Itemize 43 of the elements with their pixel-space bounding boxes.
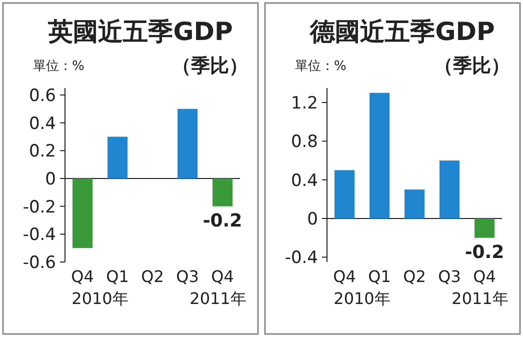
text: 2011年 (190, 289, 246, 308)
y-tick-label: -0.4 (22, 225, 56, 246)
y-tick-label: -0.4 (284, 248, 318, 268)
chart-title: 德國近五季GDP (309, 17, 495, 46)
bar (108, 136, 128, 178)
bar (474, 218, 494, 238)
bar (212, 178, 232, 206)
y-tick-label: 0.6 (28, 86, 56, 106)
bar (334, 170, 354, 218)
x-tick-label: Q2 (403, 267, 426, 286)
text: 2010年 (72, 289, 128, 308)
x-tick-label: Q4 (473, 267, 496, 286)
y-tick-label: -0.6 (22, 253, 56, 273)
chart-title: 英國近五季GDP (47, 17, 233, 46)
bar (404, 190, 424, 218)
data-label: -0.2 (202, 210, 242, 232)
x-tick-label: Q4 (333, 267, 356, 286)
bar (178, 108, 198, 178)
x-tick-label: Q2 (141, 267, 164, 286)
y-tick-label: 0.4 (290, 170, 318, 191)
y-tick-label: 1.2 (290, 94, 318, 114)
bar (440, 160, 460, 218)
text: 2010年 (334, 289, 390, 308)
chart-subtitle: （季比） (172, 55, 248, 77)
y-tick-label: -0.2 (22, 197, 56, 218)
y-tick-label: 0.2 (28, 142, 56, 162)
data-label: -0.2 (464, 242, 504, 263)
y-axis-title: 單位：% (295, 59, 346, 74)
x-tick-label: Q4 (71, 267, 94, 286)
text: 2011年 (452, 289, 508, 308)
y-axis-title: 單位：% (33, 59, 84, 74)
x-tick-label: Q1 (106, 267, 129, 286)
x-tick-label: Q1 (368, 267, 391, 286)
chart-subtitle: （季比） (434, 55, 510, 77)
x-tick-label: Q3 (176, 267, 199, 286)
y-tick-label: 0.8 (290, 132, 318, 152)
bar (370, 92, 390, 218)
y-tick-label: 0 (307, 210, 318, 230)
bar (72, 178, 92, 248)
x-tick-label: Q4 (211, 267, 234, 286)
x-tick-label: Q3 (438, 267, 461, 286)
y-tick-label: 0 (45, 169, 56, 190)
y-tick-label: 0.4 (28, 114, 56, 134)
